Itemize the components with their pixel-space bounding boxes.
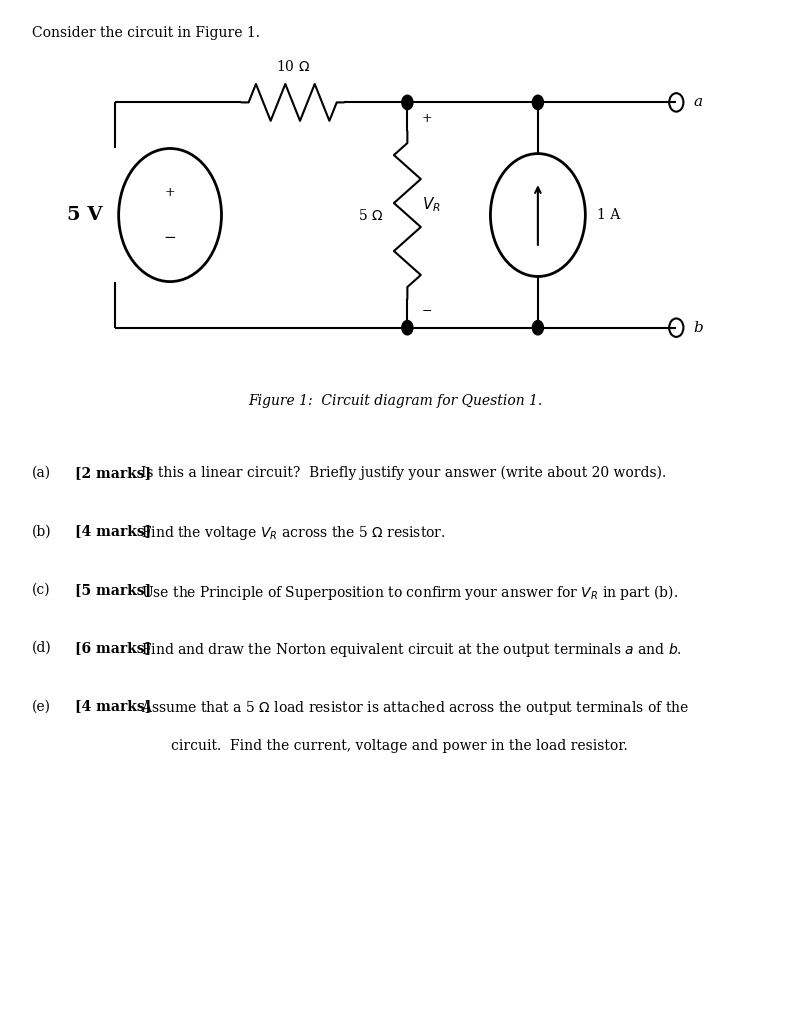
Text: Consider the circuit in Figure 1.: Consider the circuit in Figure 1. [32, 26, 259, 40]
Text: [5 marks]: [5 marks] [75, 583, 151, 597]
Circle shape [532, 321, 543, 335]
Text: circuit.  Find the current, voltage and power in the load resistor.: circuit. Find the current, voltage and p… [171, 739, 627, 753]
Circle shape [402, 95, 413, 110]
Text: −: − [164, 230, 176, 245]
Text: Find and draw the Norton equivalent circuit at the output terminals $a$ and $b$.: Find and draw the Norton equivalent circ… [141, 641, 682, 659]
Text: [4 marks]: [4 marks] [75, 524, 151, 539]
Text: $V_R$: $V_R$ [422, 196, 441, 214]
Text: (d): (d) [32, 641, 51, 655]
Text: [4 marks]: [4 marks] [75, 699, 151, 714]
Circle shape [402, 321, 413, 335]
Text: Assume that a 5 $\Omega$ load resistor is attached across the output terminals o: Assume that a 5 $\Omega$ load resistor i… [141, 699, 689, 718]
Text: 10 $\Omega$: 10 $\Omega$ [275, 58, 310, 74]
Text: Use the Principle of Superposition to confirm your answer for $V_R$ in part (b).: Use the Principle of Superposition to co… [141, 583, 678, 602]
Text: +: + [422, 113, 432, 125]
Text: 5 V: 5 V [67, 206, 103, 224]
Text: Figure 1:  Circuit diagram for Question 1.: Figure 1: Circuit diagram for Question 1… [248, 394, 543, 409]
Text: b: b [694, 321, 703, 335]
Text: (b): (b) [32, 524, 51, 539]
Text: 5 $\Omega$: 5 $\Omega$ [358, 208, 384, 222]
Text: a: a [694, 95, 703, 110]
Text: (a): (a) [32, 466, 51, 480]
Text: −: − [422, 305, 432, 317]
Text: [6 marks]: [6 marks] [75, 641, 151, 655]
Text: (c): (c) [32, 583, 51, 597]
Text: +: + [165, 186, 176, 199]
Text: Find the voltage $V_R$ across the 5 $\Omega$ resistor.: Find the voltage $V_R$ across the 5 $\Om… [141, 524, 445, 543]
Text: Is this a linear circuit?  Briefly justify your answer (write about 20 words).: Is this a linear circuit? Briefly justif… [141, 466, 666, 480]
Text: [2 marks]: [2 marks] [75, 466, 151, 480]
Text: 1 A: 1 A [597, 208, 620, 222]
Text: (e): (e) [32, 699, 51, 714]
Circle shape [532, 95, 543, 110]
